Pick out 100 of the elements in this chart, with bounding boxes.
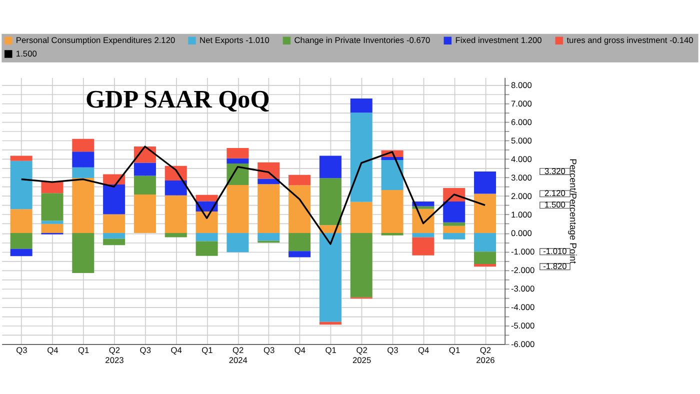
text: -1.010 <box>543 246 568 256</box>
bar <box>10 156 32 161</box>
bar <box>474 252 496 264</box>
x-tick-label: Q3 <box>387 344 399 355</box>
y-tick-label: 7.000 <box>510 98 532 108</box>
x-tick-label: Q4 <box>294 344 306 355</box>
legend-label: 1.500 <box>16 48 38 58</box>
y-tick-label: 2.000 <box>510 190 532 201</box>
legend-label: Personal Consumption Expenditures 2.120 <box>16 35 176 46</box>
y-tick-label: -3.000 <box>510 283 536 294</box>
bar <box>288 174 311 186</box>
y-axis-title: Percent/Percentage Point <box>568 158 578 264</box>
bar <box>288 185 311 233</box>
bar <box>319 322 342 325</box>
bar <box>474 194 496 233</box>
bar <box>381 160 404 190</box>
bar <box>164 232 187 238</box>
bar <box>72 167 94 178</box>
legend-label: Net Exports -1.010 <box>200 35 270 46</box>
bar <box>10 160 32 210</box>
bar <box>10 232 32 249</box>
y-tick-label: 8.000 <box>510 80 532 90</box>
bar <box>412 232 434 238</box>
bar <box>196 194 218 202</box>
bar <box>412 208 434 233</box>
x-tick-label: Q1 <box>448 344 460 355</box>
legend-label: tures and gross investment -0.140 <box>566 35 694 46</box>
text: -1.820 <box>543 261 568 272</box>
y-tick-label: 4.000 <box>510 154 532 164</box>
bar <box>10 248 32 256</box>
bar <box>196 241 218 256</box>
x-tick-label: Q1 <box>78 344 90 355</box>
bar <box>474 232 496 252</box>
x-tick-label: Q2 2025 <box>352 344 372 365</box>
x-tick-label: Q2 2023 <box>105 344 124 365</box>
bar <box>134 176 156 194</box>
bar <box>381 157 404 160</box>
bar <box>319 156 342 178</box>
bar <box>41 182 64 194</box>
x-tick-label: Q1 <box>325 344 337 355</box>
x-tick-label: Q4 <box>418 344 430 355</box>
bar <box>41 220 64 224</box>
bar <box>72 178 94 233</box>
bar <box>10 209 32 233</box>
y-tick-label: 5.000 <box>510 135 532 146</box>
bar <box>196 232 218 242</box>
bar <box>258 232 280 241</box>
bar <box>164 195 187 233</box>
y-tick-label: -4.000 <box>510 302 536 312</box>
text: 2.120 <box>544 188 566 198</box>
bar <box>350 202 372 233</box>
bar <box>41 193 64 221</box>
bar <box>350 98 372 113</box>
y-tick-label: -6.000 <box>510 338 536 349</box>
text: 1.500 <box>544 200 566 210</box>
bar <box>443 232 466 240</box>
x-tick-label: Q4 <box>47 344 59 355</box>
bar <box>412 201 434 206</box>
bar <box>350 112 372 202</box>
bar <box>196 211 218 233</box>
bar <box>319 232 342 322</box>
bar <box>443 222 466 226</box>
x-tick-label: Q2 2024 <box>228 344 248 365</box>
bar <box>164 180 187 196</box>
legend-label: Fixed investment 1.200 <box>455 35 542 46</box>
bar <box>350 232 372 298</box>
bar <box>226 232 249 252</box>
bar <box>72 152 94 168</box>
x-tick-label: Q4 <box>170 344 182 355</box>
bar <box>103 232 126 239</box>
y-tick-label: -5.000 <box>510 320 536 330</box>
bar <box>72 232 94 273</box>
bar <box>103 214 126 233</box>
text: 3.320 <box>544 166 566 176</box>
bar <box>443 226 466 233</box>
chart-title: GDP SAAR QoQ <box>86 86 270 114</box>
bar <box>134 162 156 176</box>
line-series <box>20 146 486 245</box>
y-tick-label: 3.000 <box>510 172 532 182</box>
bar <box>412 237 434 256</box>
bar <box>103 184 126 214</box>
bar <box>226 158 249 164</box>
x-tick-label: Q3 <box>140 344 152 355</box>
bar <box>103 238 126 246</box>
y-tick-label: -2.000 <box>510 264 536 275</box>
bar <box>226 148 249 158</box>
y-tick-label: 0.000 <box>510 228 532 238</box>
bar <box>319 178 342 226</box>
y-tick-label: 6.000 <box>510 116 532 127</box>
bar <box>258 184 280 233</box>
bar <box>72 138 94 152</box>
x-tick-label: Q2 2026 <box>476 344 496 365</box>
bar <box>288 232 311 252</box>
bar <box>381 232 404 236</box>
x-tick-label: Q1 <box>202 344 214 355</box>
bar <box>443 201 466 222</box>
bar <box>474 171 496 194</box>
y-tick-label: -1.000 <box>510 246 536 256</box>
bar <box>41 224 64 233</box>
bar <box>258 178 280 184</box>
